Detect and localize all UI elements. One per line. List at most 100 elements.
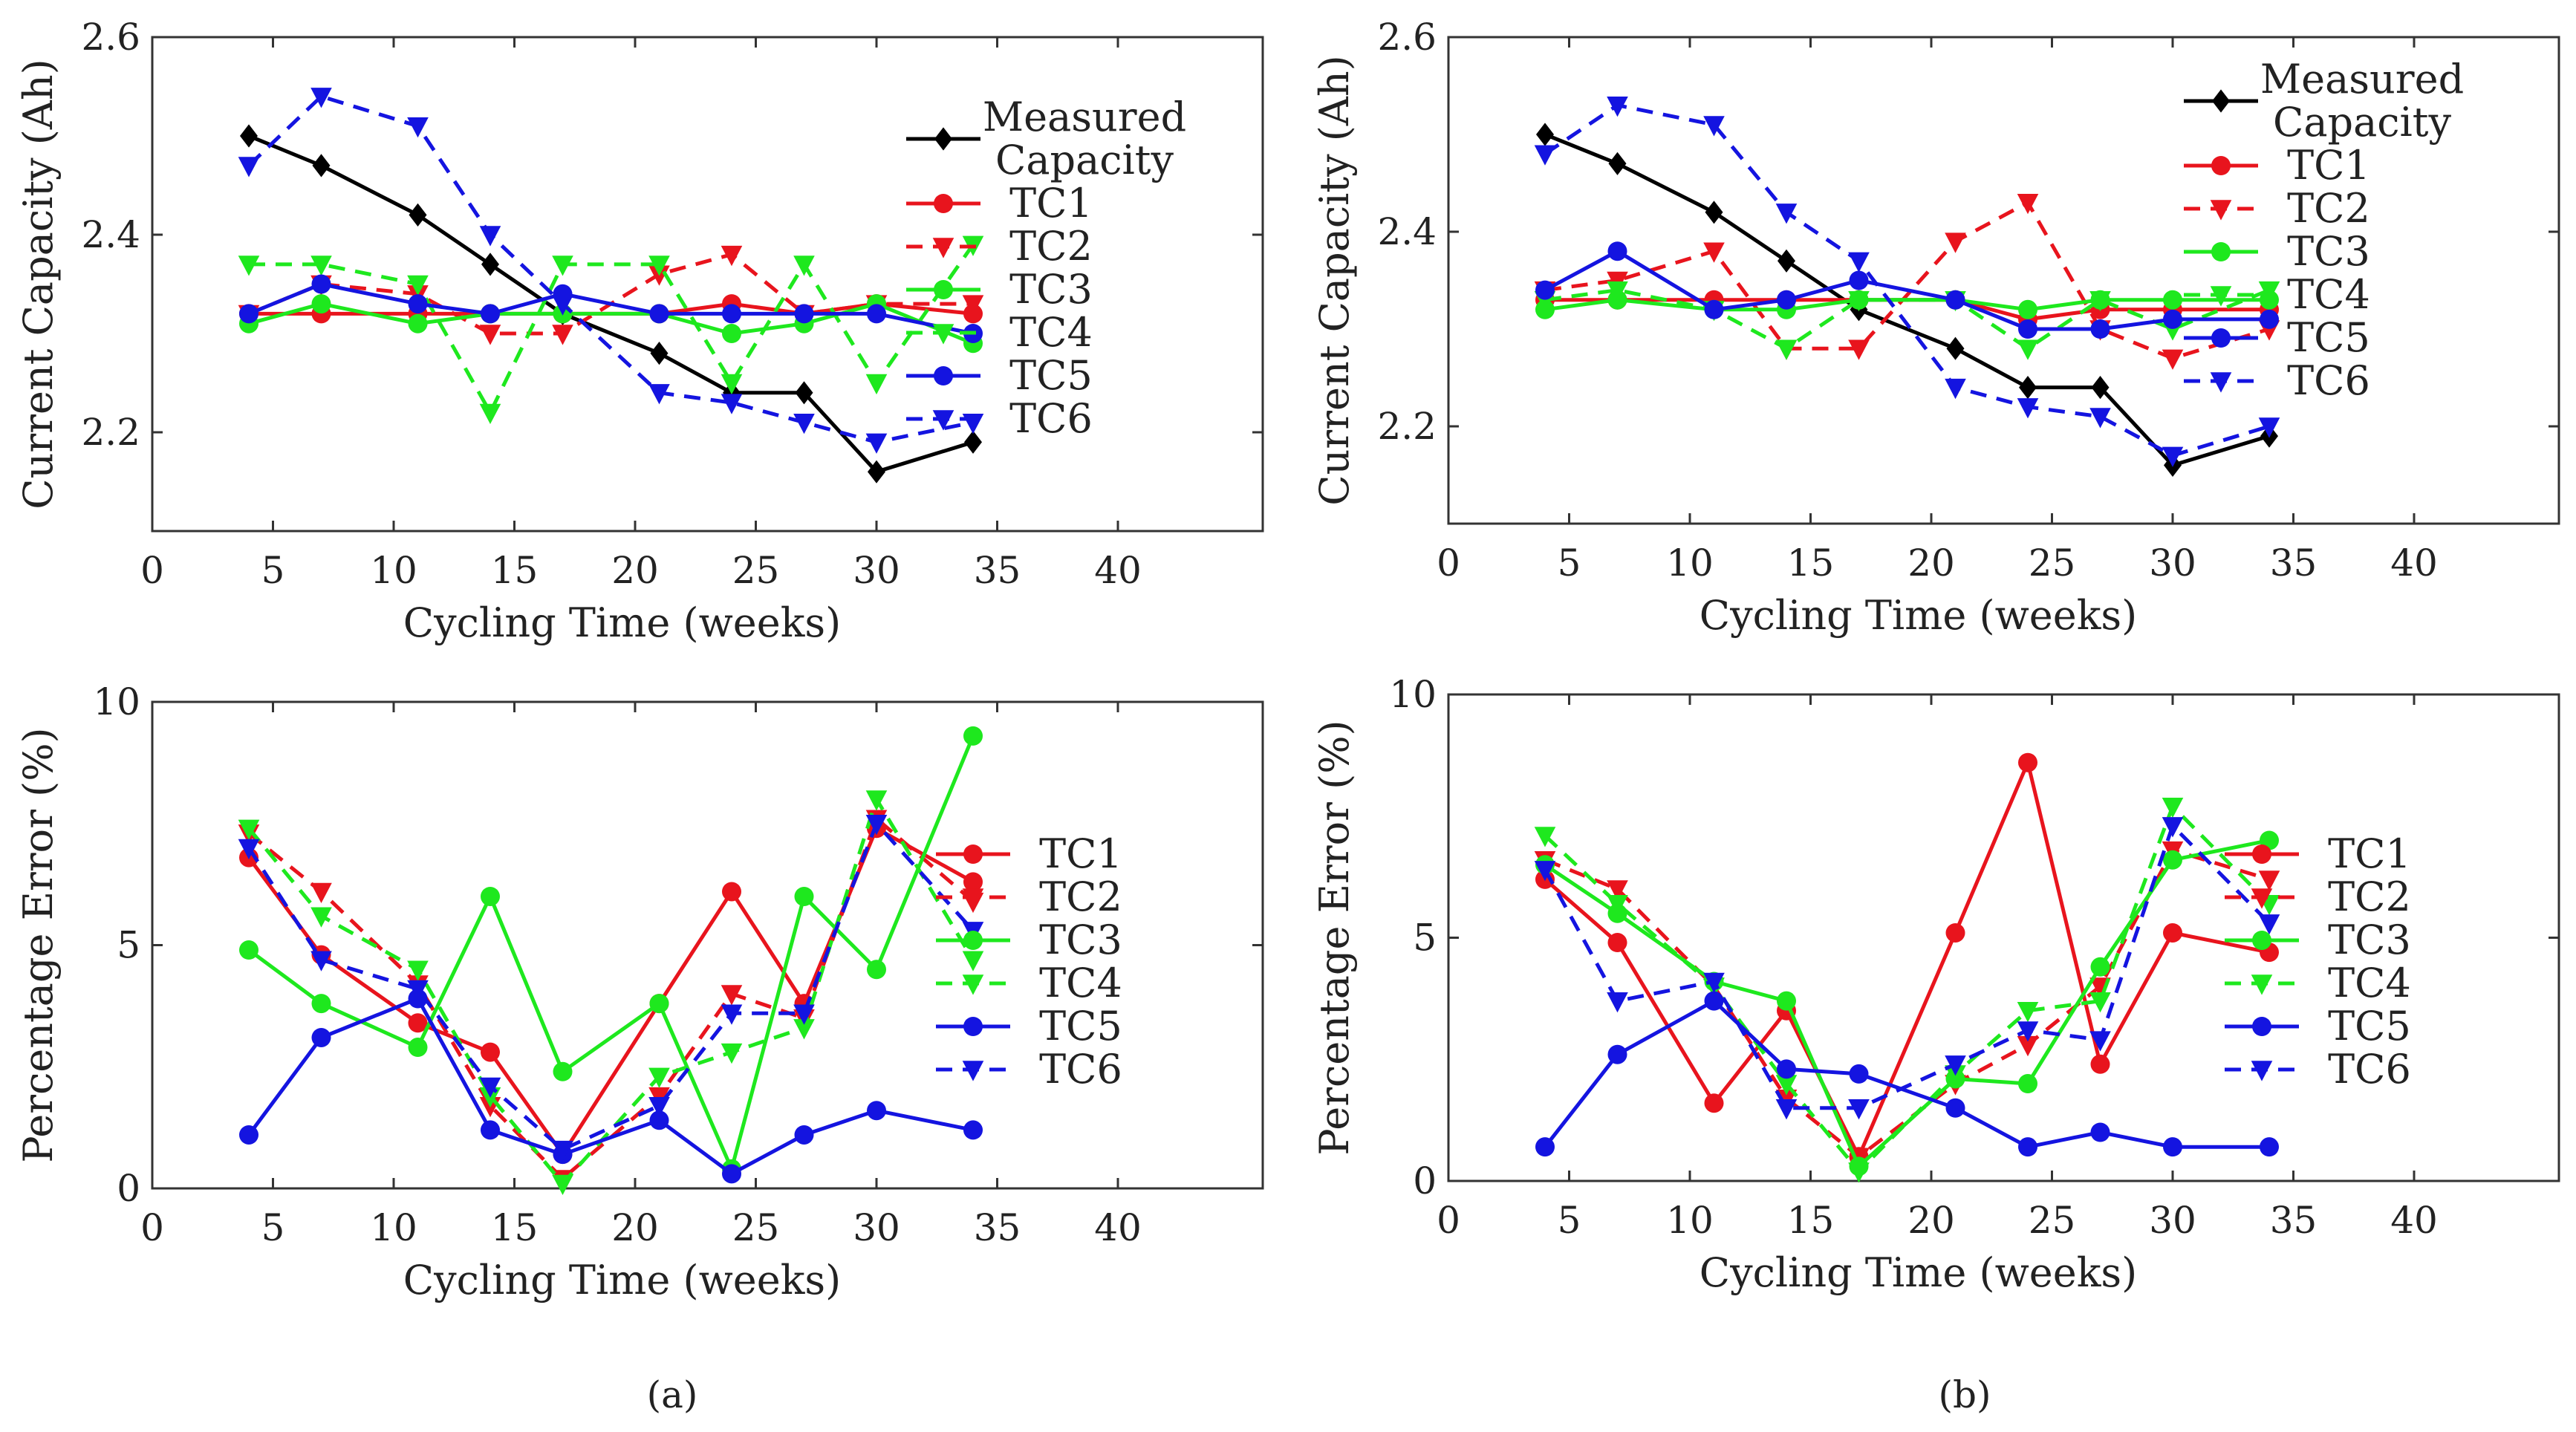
series-line-tc2 bbox=[1544, 848, 2270, 1159]
data-point-tc5 bbox=[1849, 1064, 1869, 1084]
legend-marker-tc4 bbox=[932, 324, 954, 345]
series-line-tc2 bbox=[247, 816, 975, 1181]
series-tc2 bbox=[238, 810, 984, 1191]
legend-marker-tc4 bbox=[962, 974, 984, 995]
legend-label-measured-capacity: Capacity bbox=[995, 137, 1174, 183]
data-point-tc3 bbox=[794, 887, 814, 906]
data-point-tc6 bbox=[407, 980, 429, 1001]
legend-marker-tc3 bbox=[934, 280, 953, 299]
data-point-tc5 bbox=[794, 1125, 814, 1145]
data-point-tc6 bbox=[721, 394, 743, 414]
data-point-tc6 bbox=[1775, 1099, 1798, 1120]
data-point-tc6 bbox=[2017, 398, 2039, 419]
data-point-tc6 bbox=[2258, 417, 2280, 438]
data-point-tc3 bbox=[239, 940, 258, 960]
x-tick-label: 5 bbox=[261, 1206, 285, 1249]
data-point-measured-capacity bbox=[1608, 152, 1627, 175]
y-tick-label: 2.2 bbox=[1377, 405, 1437, 448]
data-point-tc5 bbox=[1535, 1137, 1555, 1157]
data-point-tc5 bbox=[649, 1110, 669, 1130]
series-tc2 bbox=[1534, 194, 2280, 370]
series-tc6 bbox=[238, 88, 984, 454]
data-point-tc2 bbox=[2162, 349, 2184, 370]
data-point-tc5 bbox=[1777, 1059, 1796, 1079]
data-point-tc4 bbox=[1534, 827, 1556, 847]
data-point-tc6 bbox=[793, 414, 815, 435]
y-tick-label: 2.6 bbox=[81, 16, 140, 59]
data-point-measured-capacity bbox=[312, 154, 331, 178]
data-point-tc4 bbox=[648, 256, 670, 276]
data-point-tc6 bbox=[552, 295, 573, 316]
data-point-tc5 bbox=[2260, 309, 2279, 329]
legend-marker-tc5 bbox=[934, 366, 953, 385]
series-tc5 bbox=[239, 274, 983, 343]
data-point-tc1 bbox=[408, 1013, 428, 1033]
x-tick-label: 5 bbox=[261, 549, 285, 592]
legend-label-tc6: TC6 bbox=[1009, 395, 1093, 442]
x-tick-label: 10 bbox=[370, 1206, 417, 1249]
series-tc2 bbox=[1534, 841, 2280, 1168]
data-point-measured-capacity bbox=[240, 124, 258, 148]
y-tick-label: 2.4 bbox=[81, 213, 140, 256]
x-tick-label: 30 bbox=[2149, 541, 2196, 585]
y-tick-label: 0 bbox=[117, 1167, 140, 1210]
data-point-tc6 bbox=[2162, 817, 2184, 838]
data-point-tc5 bbox=[2163, 1137, 2182, 1157]
series-line-tc3 bbox=[247, 735, 975, 1171]
data-point-tc6 bbox=[1848, 1099, 1870, 1120]
data-point-tc1 bbox=[722, 882, 741, 902]
series-measured-capacity bbox=[1536, 123, 2278, 477]
chart-a-top: 0 5 10 15 20 25 30 35 40 2.2 2.4 2.6 Cycling Time (w… bbox=[15, 16, 1264, 646]
data-point-tc4 bbox=[1775, 1075, 1798, 1096]
x-tick-label: 30 bbox=[853, 1206, 900, 1249]
data-point-tc4 bbox=[407, 960, 429, 981]
data-point-tc5 bbox=[239, 304, 258, 324]
data-point-tc4 bbox=[407, 275, 429, 296]
series-tc3 bbox=[1535, 830, 2279, 1176]
data-point-tc6 bbox=[2089, 1031, 2111, 1052]
legend-marker-tc2 bbox=[2210, 200, 2232, 221]
x-tick-label: 40 bbox=[1094, 1206, 1142, 1249]
data-point-tc3 bbox=[481, 887, 500, 906]
data-point-tc6 bbox=[1607, 97, 1628, 117]
y-axis-label: Current Capacity (Ah) bbox=[15, 59, 62, 509]
data-point-tc6 bbox=[793, 1004, 815, 1025]
chart-b-top: 0 5 10 15 20 25 30 35 40 2.2 2.4 2.6 Cycling Time (w… bbox=[1311, 16, 2560, 639]
data-point-tc6 bbox=[2162, 446, 2184, 467]
data-point-tc4 bbox=[793, 1019, 815, 1040]
x-tick-label: 30 bbox=[2149, 1199, 2196, 1242]
x-tick-label: 10 bbox=[1666, 1199, 1714, 1242]
data-point-tc4 bbox=[1848, 291, 1870, 312]
legend-label-tc4: TC4 bbox=[1039, 960, 1122, 1006]
data-point-tc5 bbox=[2163, 309, 2182, 329]
legend-marker-tc1 bbox=[2211, 156, 2231, 175]
data-point-measured-capacity bbox=[1777, 249, 1795, 273]
data-point-tc3 bbox=[2018, 299, 2037, 319]
y-tick-label: 2.4 bbox=[1377, 210, 1437, 253]
x-tick-label: 10 bbox=[370, 549, 417, 592]
data-point-tc6 bbox=[2258, 914, 2280, 935]
chart-a-bottom: 0 5 10 15 20 25 30 35 40 0 5 10 Cycling Time (weeks)… bbox=[15, 680, 1264, 1304]
data-point-tc2 bbox=[2258, 870, 2280, 891]
x-tick-label: 35 bbox=[974, 549, 1021, 592]
legend-marker-tc2 bbox=[962, 888, 984, 909]
panel-label-b: (b) bbox=[1938, 1373, 1991, 1416]
x-tick-label: 25 bbox=[2029, 541, 2076, 585]
data-point-tc6 bbox=[648, 384, 670, 405]
y-tick-label: 2.2 bbox=[81, 411, 140, 454]
data-point-tc4 bbox=[648, 1067, 670, 1088]
data-point-tc1 bbox=[481, 1042, 500, 1062]
data-point-tc6 bbox=[407, 117, 429, 138]
legend-label-tc6: TC6 bbox=[2287, 357, 2370, 404]
plot-frame bbox=[151, 36, 1264, 533]
legend-marker-tc4 bbox=[2251, 974, 2273, 995]
legend-label-tc5: TC5 bbox=[1039, 1003, 1122, 1049]
data-point-tc4 bbox=[479, 403, 501, 424]
data-point-tc5 bbox=[867, 1101, 886, 1121]
data-point-tc6 bbox=[310, 88, 332, 108]
x-tick-label: 20 bbox=[611, 1206, 659, 1249]
data-point-tc5 bbox=[1704, 299, 1724, 319]
